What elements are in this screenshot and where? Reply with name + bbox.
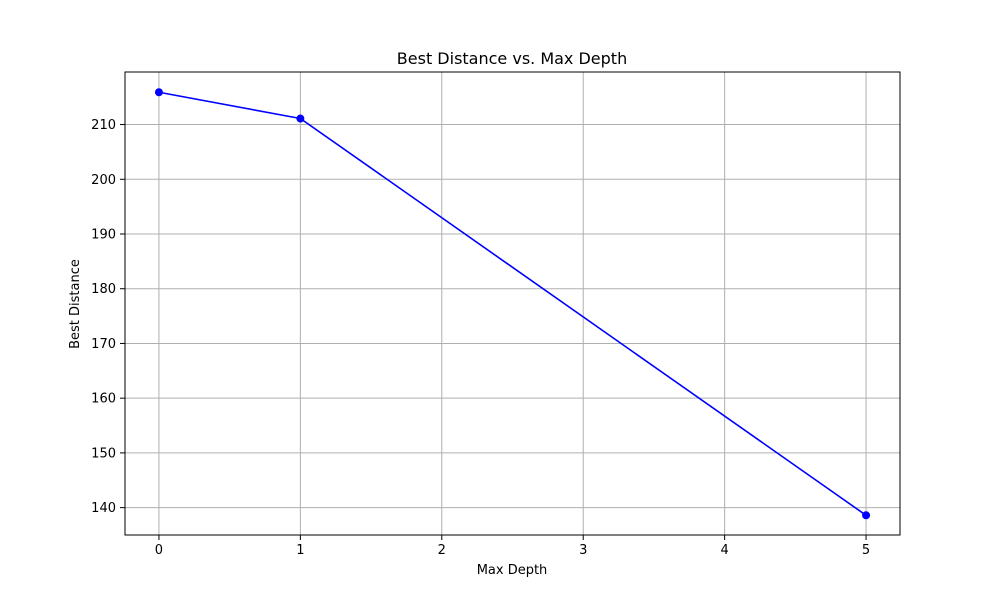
y-tick-label: 140 bbox=[91, 501, 116, 516]
x-tick-label: 0 bbox=[155, 543, 163, 558]
chart-title: Best Distance vs. Max Depth bbox=[397, 49, 627, 68]
y-axis-title: Best Distance bbox=[68, 259, 83, 349]
axes bbox=[120, 71, 901, 540]
y-tick-label: 190 bbox=[91, 227, 116, 242]
data-point bbox=[862, 511, 871, 520]
y-tick-label: 150 bbox=[91, 446, 116, 461]
x-tick-label: 3 bbox=[579, 543, 587, 558]
tick-labels: 0 1 2 3 4 5 140 150 160 170 180 190 200 210 bbox=[91, 118, 870, 558]
y-tick-label: 160 bbox=[91, 392, 116, 407]
y-tick-label: 170 bbox=[91, 337, 116, 352]
series-layer bbox=[154, 88, 871, 520]
plot-frame bbox=[124, 71, 901, 536]
x-tick-label: 5 bbox=[862, 543, 870, 558]
y-tick-label: 180 bbox=[91, 282, 116, 297]
x-tick-label: 1 bbox=[296, 543, 304, 558]
x-axis-title: Max Depth bbox=[477, 563, 548, 578]
data-point bbox=[154, 88, 163, 97]
y-tick-label: 200 bbox=[91, 173, 116, 188]
data-point bbox=[296, 114, 305, 123]
x-tick-label: 2 bbox=[438, 543, 446, 558]
y-tick-label: 210 bbox=[91, 118, 116, 133]
x-tick-label: 4 bbox=[720, 543, 728, 558]
grid-lines bbox=[125, 72, 900, 535]
